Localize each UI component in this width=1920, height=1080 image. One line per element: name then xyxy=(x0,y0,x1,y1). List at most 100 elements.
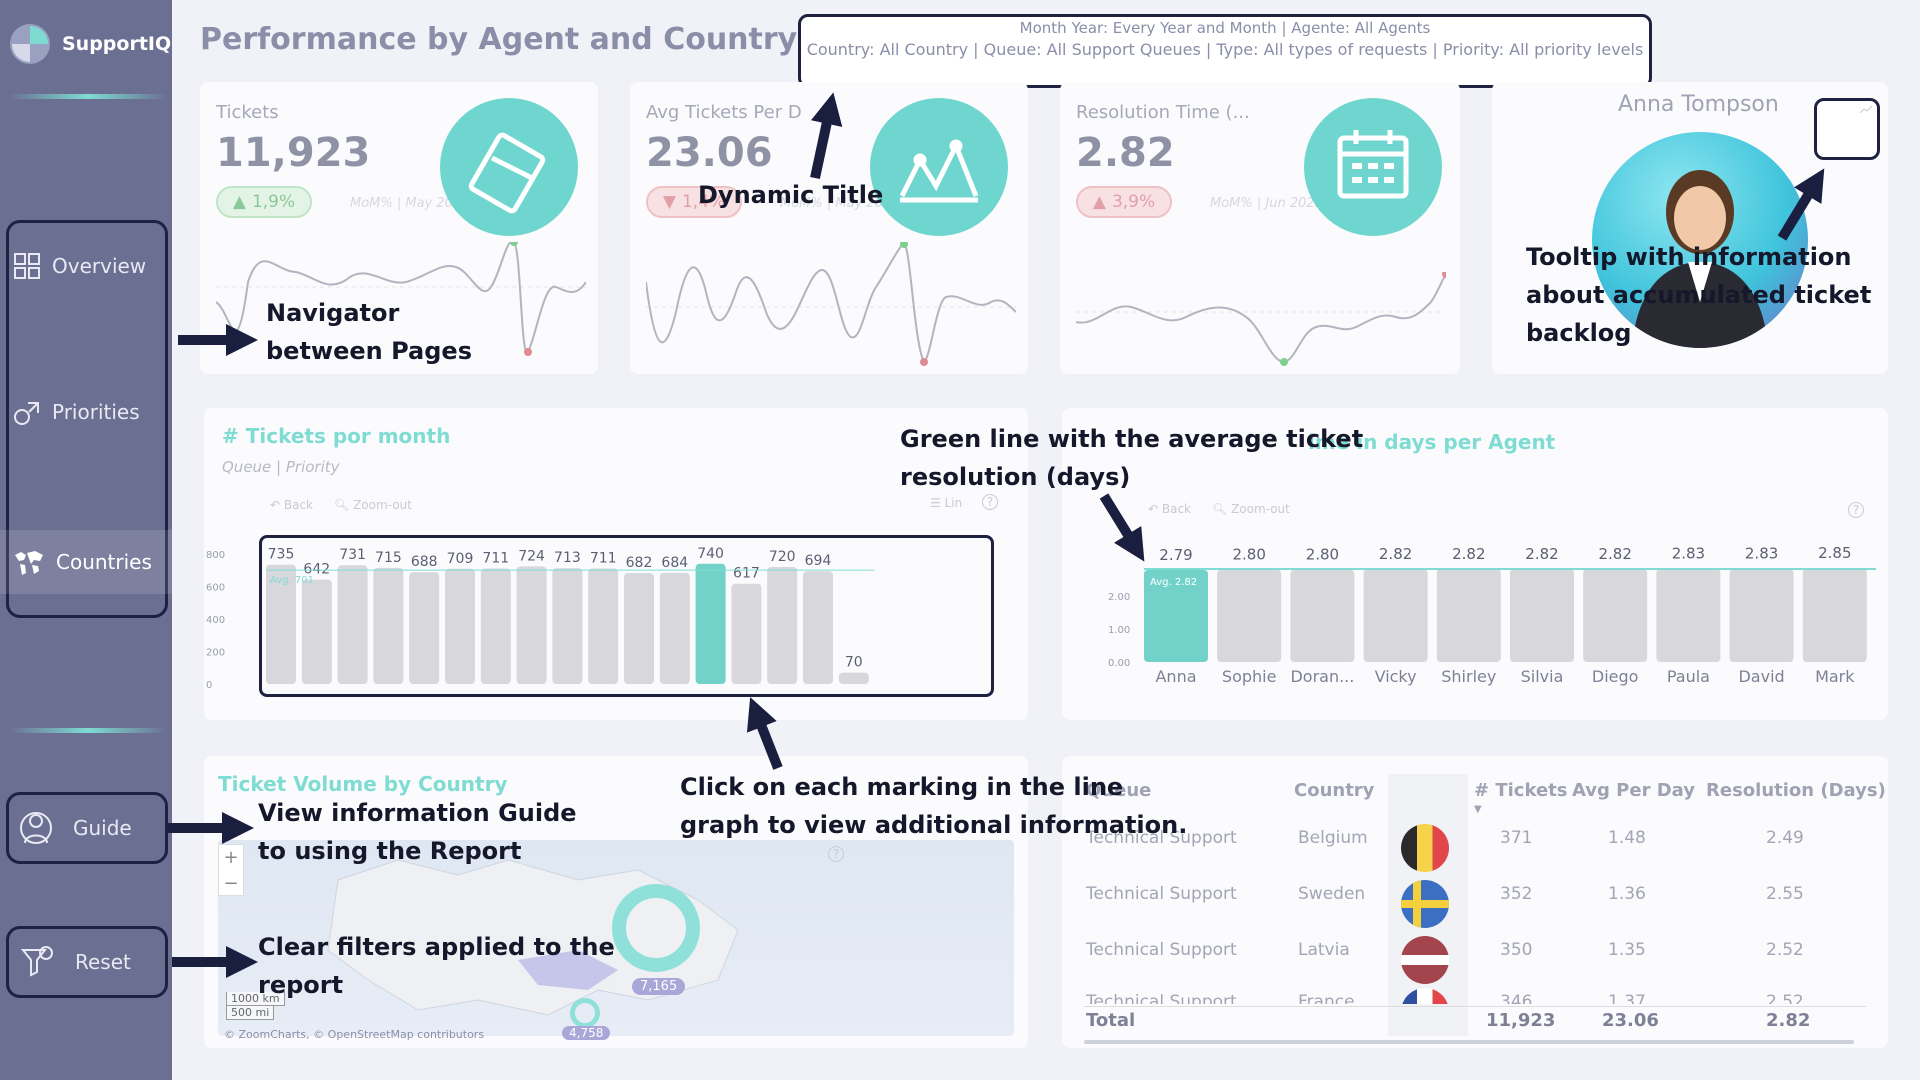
country-table-card[interactable]: Queue Country # Tickets ▼ Avg Per Day Re… xyxy=(1062,756,1888,1048)
country-bubble-small[interactable] xyxy=(570,998,600,1028)
month-bar[interactable] xyxy=(731,583,762,684)
month-bar[interactable] xyxy=(838,672,869,684)
month-bar[interactable] xyxy=(659,572,690,684)
month-bar[interactable] xyxy=(266,564,296,684)
total-divider xyxy=(1084,1006,1866,1007)
kpi-delta-badge: ▲ 3,9% xyxy=(1076,186,1172,218)
th-tickets[interactable]: # Tickets xyxy=(1474,780,1568,801)
month-bar[interactable] xyxy=(480,568,511,684)
annotation-line: to using the Report xyxy=(258,837,522,865)
kpi-delta: 1,9% xyxy=(251,192,296,212)
kpi-sparkline[interactable] xyxy=(1076,272,1446,372)
average-label: Avg. 701 xyxy=(270,575,314,586)
month-bar[interactable] xyxy=(516,566,547,684)
map-card[interactable]: Ticket Volume by Country + − ? 7,165 4,7… xyxy=(204,756,1028,1048)
reset-button[interactable]: Reset xyxy=(6,926,168,998)
agent-photo xyxy=(1592,132,1808,348)
bar-value-label: 2.83 xyxy=(1672,545,1705,563)
help-icon[interactable]: ? xyxy=(982,494,998,510)
kpi-sparkline[interactable] xyxy=(646,242,1016,372)
month-bar[interactable] xyxy=(445,568,475,684)
table-scrollbar[interactable] xyxy=(1084,1040,1854,1044)
kpi-card-resolution[interactable]: Resolution Time (... 2.82 ▲ 3,9% MoM% | J… xyxy=(1060,82,1460,374)
back-button[interactable]: ↶ Back xyxy=(270,498,314,512)
month-bar[interactable] xyxy=(301,579,332,684)
agent-bar[interactable] xyxy=(1217,569,1282,662)
cell-queue: Technical Support xyxy=(1086,884,1237,904)
agent-bar[interactable] xyxy=(1583,568,1648,662)
page-title: Performance by Agent and Country xyxy=(200,22,798,57)
nav-priorities[interactable]: Priorities xyxy=(0,380,172,444)
help-icon[interactable]: ? xyxy=(1848,502,1864,518)
bar-value-label: 2.82 xyxy=(1379,545,1412,563)
agent-bar[interactable] xyxy=(1802,568,1867,662)
th-avg[interactable]: Avg Per Day xyxy=(1572,780,1695,801)
th-country[interactable]: Country xyxy=(1294,780,1375,801)
agent-bar[interactable] xyxy=(1290,569,1355,662)
agent-bar[interactable] xyxy=(1729,568,1794,662)
month-bar[interactable] xyxy=(337,565,368,684)
tooltip-backlog-button[interactable] xyxy=(1814,98,1880,160)
month-bar[interactable] xyxy=(588,568,619,684)
month-bar[interactable] xyxy=(409,572,440,684)
help-icon[interactable]: ? xyxy=(828,846,844,862)
agent-bar[interactable] xyxy=(1144,569,1208,662)
map-title: Ticket Volume by Country xyxy=(218,772,508,796)
resolution-bar-chart[interactable]: 2.00 1.00 0.00 2.79 Anna 2.80 Sophie 2.80 Doran.… xyxy=(1062,530,1888,690)
agent-bar[interactable] xyxy=(1510,568,1574,662)
sidebar-divider-bottom xyxy=(8,728,168,733)
bar-value-label: 731 xyxy=(339,547,366,563)
month-bar[interactable] xyxy=(695,563,726,684)
cell-resolution: 2.55 xyxy=(1766,884,1804,904)
cell-tickets: 350 xyxy=(1500,940,1533,960)
nav-countries[interactable]: Countries xyxy=(0,530,172,594)
annotation-line: with the average ticket xyxy=(1039,425,1364,453)
filter-line-2: Country: All Country | Queue: All Suppor… xyxy=(806,40,1644,59)
bar-value-label: 735 xyxy=(268,547,295,563)
linear-toggle[interactable]: ☰ Lin xyxy=(930,496,963,510)
bar-value-label: 682 xyxy=(626,555,653,571)
month-bar[interactable] xyxy=(767,567,798,684)
bar-value-label: 2.82 xyxy=(1452,545,1485,563)
agent-card[interactable]: Anna Tompson xyxy=(1492,82,1888,374)
cell-avg: 1.37 xyxy=(1608,992,1646,1004)
map-zoom-in-button[interactable]: + xyxy=(223,847,239,868)
belgium-flag-icon xyxy=(1401,824,1449,872)
map-attribution: © ZoomCharts, © OpenStreetMap contributo… xyxy=(224,1028,485,1041)
month-bar[interactable] xyxy=(373,567,404,684)
country-bubble-large[interactable] xyxy=(612,884,700,972)
agent-bar[interactable] xyxy=(1363,568,1428,662)
zoom-out-button[interactable]: 🔍︎ Zoom-out xyxy=(334,498,412,512)
kpi-delta: 3,9% xyxy=(1111,192,1156,212)
back-button[interactable]: ↶ Back xyxy=(1148,502,1192,516)
guide-button-label: Guide xyxy=(73,816,132,840)
agent-bar[interactable] xyxy=(1656,568,1721,662)
nav-overview[interactable]: Overview xyxy=(0,234,172,298)
month-bar[interactable] xyxy=(624,573,654,684)
resolution-per-agent-card[interactable]: ime in days per Agent ↶ Back 🔍︎ Zoom-out… xyxy=(1062,408,1888,720)
month-bar[interactable] xyxy=(552,568,583,684)
map-zoom-controls: + − xyxy=(218,844,244,896)
annotation-line: report xyxy=(258,971,344,999)
th-resolution[interactable]: Resolution (Days) xyxy=(1706,780,1886,801)
total-resolution: 2.82 xyxy=(1766,1010,1811,1031)
bar-value-label: 2.82 xyxy=(1525,545,1558,563)
map-zoom-out-button[interactable]: − xyxy=(223,873,239,894)
th-queue[interactable]: Queue xyxy=(1086,780,1152,801)
kpi-label: Avg Tickets Per D xyxy=(646,102,802,123)
month-bar[interactable] xyxy=(803,571,833,684)
kpi-card-tickets[interactable]: Tickets 11,923 ▲1,9% MoM% | May 2025 vs … xyxy=(200,82,598,374)
bar-value-label: 2.83 xyxy=(1745,545,1778,563)
zoom-out-button[interactable]: 🔍︎ Zoom-out xyxy=(1212,502,1290,516)
kpi-sparkline[interactable] xyxy=(216,242,586,362)
agent-bar[interactable] xyxy=(1436,568,1501,662)
guide-button[interactable]: Guide xyxy=(6,792,168,864)
reset-button-label: Reset xyxy=(75,950,131,974)
cell-resolution: 2.52 xyxy=(1766,940,1804,960)
back-label: Back xyxy=(283,498,314,512)
kpi-card-avg-tickets[interactable]: Avg Tickets Per D 23.06 ▼ 1,4% MoM% | May… xyxy=(630,82,1028,374)
priorities-icon xyxy=(14,402,39,425)
bar-value-label: 720 xyxy=(769,549,796,565)
latvia-flag-icon xyxy=(1401,936,1449,984)
